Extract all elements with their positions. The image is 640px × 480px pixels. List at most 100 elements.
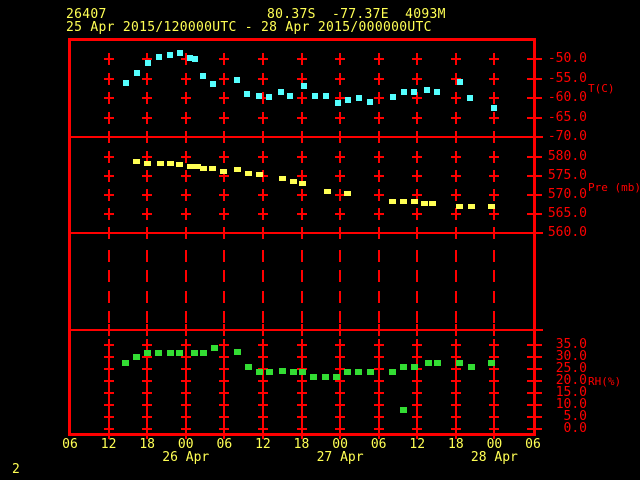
grid-tick-plus-h — [373, 404, 384, 407]
grid-tick-plus-h — [450, 155, 461, 158]
grid-tick-plus-h — [142, 392, 153, 395]
divider-tick — [416, 131, 419, 143]
temperature-data-point — [335, 100, 342, 107]
humidity-data-point — [433, 360, 441, 367]
bottom-axis-tick — [261, 429, 264, 439]
grid-tick-dash — [416, 270, 419, 282]
pressure-data-point — [344, 190, 352, 196]
grid-tick-plus-h — [180, 392, 191, 395]
grid-tick-plus-h — [257, 416, 268, 419]
right-axis-tick — [527, 232, 542, 235]
grid-tick-plus-h — [257, 356, 268, 359]
grid-tick-plus-h — [103, 344, 114, 346]
grid-tick-plus-h — [296, 174, 307, 177]
grid-tick-plus-h — [296, 380, 307, 383]
pressure-data-point — [455, 203, 463, 209]
grid-tick-dash — [146, 291, 149, 303]
axis-tick-label: 570.0 — [547, 186, 587, 202]
grid-tick-dash — [184, 250, 187, 262]
grid-tick-dash — [493, 291, 496, 303]
bottom-axis-tick — [454, 429, 457, 439]
grid-tick-plus-h — [219, 193, 230, 196]
right-axis-tick — [527, 77, 542, 80]
grid-tick-dash — [377, 291, 380, 303]
grid-tick-plus-h — [412, 344, 423, 346]
grid-tick-plus-h — [450, 116, 461, 119]
grid-tick-plus-h — [103, 368, 114, 371]
humidity-data-point — [132, 354, 140, 361]
humidity-data-point — [121, 360, 129, 367]
grid-tick-plus-h — [412, 174, 423, 177]
axis-tick-label: -60.0 — [547, 90, 587, 105]
grid-tick-plus-h — [296, 344, 307, 346]
right-axis-tick — [527, 97, 542, 99]
axis-tick-label: -50.0 — [547, 51, 587, 66]
grid-tick-plus-h — [412, 213, 423, 216]
divider-tick — [493, 324, 496, 336]
humidity-data-point — [266, 369, 274, 376]
divider-tick — [184, 131, 187, 143]
grid-tick-plus-h — [373, 193, 384, 196]
bottom-axis-tick — [107, 429, 110, 439]
grid-tick-plus-h — [103, 193, 114, 196]
divider-tick — [493, 131, 496, 143]
grid-tick-plus-h — [373, 174, 384, 177]
grid-tick-plus-h — [180, 174, 191, 177]
grid-tick-plus-h — [296, 392, 307, 395]
divider-tick — [493, 227, 496, 239]
humidity-data-point — [143, 349, 151, 356]
pressure-data-point — [299, 180, 307, 186]
grid-tick-dash — [377, 250, 380, 262]
grid-tick-plus-h — [103, 58, 114, 60]
grid-tick-plus-h — [219, 380, 230, 383]
grid-tick-plus-h — [489, 155, 500, 158]
grid-tick-plus-h — [412, 356, 423, 359]
pressure-data-point — [209, 166, 217, 172]
grid-tick-dash — [107, 291, 110, 303]
x-axis-hour-label: 06 — [370, 437, 387, 452]
divider-tick — [184, 227, 187, 239]
grid-tick-plus-h — [489, 356, 500, 359]
grid-tick-plus-h — [142, 213, 153, 216]
grid-tick-plus-h — [412, 193, 423, 196]
divider-tick — [146, 324, 149, 336]
grid-tick-plus-h — [335, 77, 346, 80]
x-axis-date-label: 26 Apr — [162, 450, 210, 465]
grid-tick-plus-h — [219, 356, 230, 359]
pressure-data-point — [255, 172, 263, 178]
pressure-data-point — [186, 163, 194, 169]
bottom-axis-tick — [184, 429, 187, 439]
grid-tick-plus-h — [103, 97, 114, 99]
right-axis-tick — [527, 344, 542, 346]
humidity-data-point — [400, 363, 408, 370]
grid-tick-plus-h — [373, 58, 384, 60]
bottom-axis-tick — [377, 429, 380, 439]
grid-tick-plus-h — [335, 356, 346, 359]
axis-tick-label: 30.0 — [555, 349, 587, 365]
axis-tick-label: 5.0 — [563, 409, 587, 425]
grid-tick-plus-h — [373, 380, 384, 383]
grid-tick-plus-h — [373, 416, 384, 419]
x-axis-date-label: 28 Apr — [470, 450, 518, 465]
grid-tick-plus-h — [142, 174, 153, 177]
grid-tick-plus-h — [142, 356, 153, 359]
grid-tick-plus-h — [219, 392, 230, 395]
grid-tick-plus-h — [219, 344, 230, 346]
temperature-data-point — [243, 91, 250, 98]
bottom-axis-tick — [416, 429, 419, 439]
divider-tick — [339, 131, 342, 143]
grid-tick-plus-h — [489, 116, 500, 119]
divider-tick — [223, 131, 226, 143]
grid-tick-dash — [339, 270, 342, 282]
grid-tick-plus-h — [257, 77, 268, 80]
grid-tick-plus-h — [180, 368, 191, 371]
grid-tick-plus-h — [335, 392, 346, 395]
grid-tick-plus-h — [450, 416, 461, 419]
grid-tick-plus-h — [219, 213, 230, 216]
station-id: 26407 — [66, 7, 107, 22]
pressure-data-point — [194, 164, 202, 170]
grid-tick-dash — [416, 291, 419, 303]
right-axis-tick — [527, 58, 542, 60]
grid-tick-plus-h — [412, 155, 423, 158]
grid-tick-plus-h — [335, 97, 346, 99]
